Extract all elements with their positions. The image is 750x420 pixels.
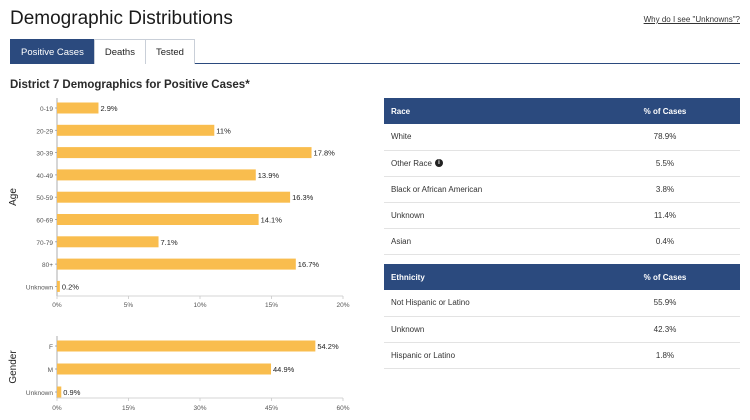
data-label: 2.9%	[100, 104, 117, 113]
data-label: 14.1%	[261, 216, 283, 225]
x-tick-label: 45%	[265, 405, 278, 412]
data-label: 17.8%	[314, 149, 336, 158]
data-label: 54.2%	[317, 342, 339, 351]
bar	[57, 124, 215, 136]
data-label: 16.3%	[292, 193, 314, 202]
data-label: 16.7%	[298, 260, 320, 269]
ethnicity-label: Unknown	[384, 316, 590, 343]
data-label: 0.9%	[63, 388, 80, 397]
category-label: 70-79	[36, 240, 53, 247]
table-row: Hispanic or Latino 1.8%	[384, 342, 740, 369]
ethnicity-value: 42.3%	[590, 316, 740, 343]
race-label: Black or African American	[384, 176, 590, 203]
bar	[57, 386, 62, 398]
race-percent-column-header: % of Cases	[590, 98, 740, 124]
table-row: Unknown 42.3%	[384, 316, 740, 343]
table-row: Unknown 11.4%	[384, 202, 740, 229]
race-label: Unknown	[384, 202, 590, 229]
x-tick-label: 0%	[52, 302, 62, 309]
data-label: 0.2%	[62, 282, 79, 291]
x-tick-label: 10%	[193, 302, 206, 309]
ethnicity-column-header: Ethnicity	[384, 264, 590, 290]
category-label: Unknown	[26, 390, 53, 397]
category-label: Unknown	[26, 284, 53, 291]
race-label: White	[384, 124, 590, 151]
category-label: M	[48, 367, 53, 374]
race-label: Other Race	[391, 158, 432, 168]
data-label: 44.9%	[273, 365, 295, 374]
chart-axis-title: Gender	[8, 350, 19, 384]
ethnicity-table-header: Ethnicity % of Cases	[384, 264, 740, 290]
table-row: White 78.9%	[384, 124, 740, 151]
data-label: 13.9%	[258, 171, 280, 180]
section-title: District 7 Demographics for Positive Cas…	[10, 79, 250, 91]
table-row: Asian 0.4%	[384, 228, 740, 255]
table-row: Other Race i 5.5%	[384, 150, 740, 177]
tab-tested[interactable]: Tested	[144, 39, 195, 64]
bar	[57, 236, 159, 248]
category-label: 50-59	[36, 195, 53, 202]
ethnicity-value: 55.9%	[590, 290, 740, 317]
x-tick-label: 5%	[124, 302, 134, 309]
bar	[57, 147, 312, 159]
category-label: 80+	[42, 262, 53, 269]
ethnicity-value: 1.8%	[590, 342, 740, 369]
race-column-header: Race	[384, 98, 590, 124]
demographic-charts: Age 0-19 2.9% 20-29 11% 30-39 17.8% 40-49 13.9% 5…	[8, 98, 350, 412]
page-title: Demographic Distributions	[10, 8, 233, 29]
category-label: 0-19	[40, 106, 53, 113]
x-tick-label: 15%	[122, 405, 135, 412]
x-tick-label: 15%	[265, 302, 278, 309]
tab-bar: Positive Cases Deaths Tested	[10, 39, 740, 64]
table-row: Black or African American 3.8%	[384, 176, 740, 203]
category-label: 20-29	[36, 128, 53, 135]
ethnicity-label: Hispanic or Latino	[384, 342, 590, 369]
race-label: Asian	[384, 228, 590, 255]
category-label: 60-69	[36, 218, 53, 225]
bar	[57, 340, 316, 352]
x-tick-label: 60%	[336, 405, 349, 412]
race-value: 11.4%	[590, 202, 740, 229]
race-label-cell: Other Race i	[384, 150, 590, 177]
bar	[57, 258, 296, 270]
bar	[57, 169, 256, 181]
ethnicity-percent-column-header: % of Cases	[590, 264, 740, 290]
data-label: 11%	[216, 126, 231, 135]
bar	[57, 102, 99, 114]
race-value: 5.5%	[590, 150, 740, 177]
x-tick-label: 0%	[52, 405, 62, 412]
race-value: 0.4%	[590, 228, 740, 255]
tab-positive-cases[interactable]: Positive Cases	[10, 39, 95, 64]
bar	[57, 280, 60, 292]
ethnicity-label: Not Hispanic or Latino	[384, 290, 590, 317]
category-label: 40-49	[36, 173, 53, 180]
bar	[57, 191, 291, 203]
data-label: 7.1%	[161, 238, 178, 247]
category-label: 30-39	[36, 151, 53, 158]
info-icon[interactable]: i	[434, 159, 443, 168]
category-label: F	[49, 344, 53, 351]
bar	[57, 363, 272, 375]
race-table-header: Race % of Cases	[384, 98, 740, 124]
ethnicity-table: Ethnicity % of Cases Not Hispanic or Lat…	[384, 264, 740, 369]
unknowns-help-link[interactable]: Why do I see "Unknowns"?	[643, 15, 740, 24]
chart-axis-title: Age	[8, 188, 19, 206]
table-row: Not Hispanic or Latino 55.9%	[384, 290, 740, 317]
bar	[57, 214, 259, 225]
x-tick-label: 30%	[193, 405, 206, 412]
race-value: 78.9%	[590, 124, 740, 151]
race-table: Race % of Cases White 78.9% Other Race i …	[384, 98, 740, 255]
x-tick-label: 20%	[336, 302, 349, 309]
race-value: 3.8%	[590, 176, 740, 203]
